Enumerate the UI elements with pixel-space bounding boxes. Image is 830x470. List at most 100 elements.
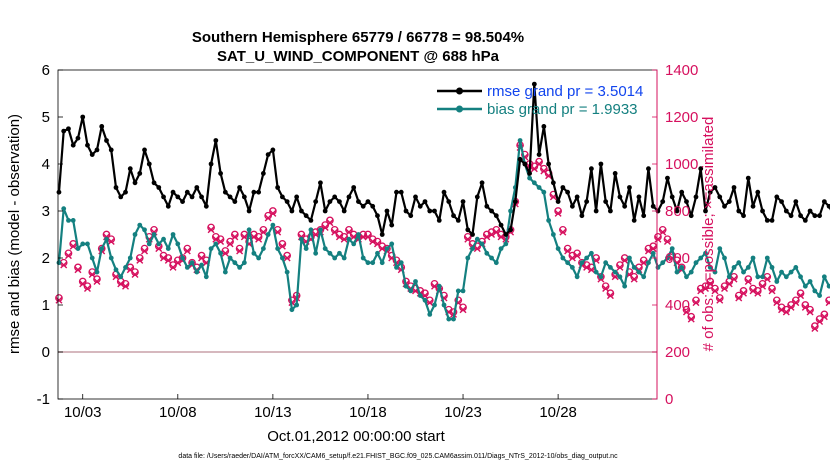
bias-point [66, 218, 71, 223]
obs-assimilated-point [240, 233, 248, 241]
rmse-point [398, 189, 404, 195]
obs-assimilated-point [488, 231, 496, 238]
bias-point [717, 246, 723, 252]
obs-assimilated-point [69, 242, 77, 250]
bias-point [251, 250, 257, 256]
bias-point [451, 316, 456, 322]
rmse-point [517, 156, 523, 162]
rmse-point [527, 171, 532, 176]
rmse-point [788, 213, 794, 219]
bias-point [284, 269, 290, 275]
rmse-point [351, 185, 357, 190]
rmse-point [341, 208, 347, 214]
bias-point [337, 250, 342, 256]
bias-point [812, 288, 818, 294]
obs-assimilated-point [283, 254, 291, 262]
bias-point [213, 241, 219, 247]
rmse-point [684, 199, 689, 205]
rmse-point [75, 135, 81, 141]
rmse-point [213, 138, 219, 143]
x-tick-label: 10/03 [64, 404, 102, 421]
y-right-tick-label: 600 [665, 250, 690, 267]
bias-point [108, 255, 114, 261]
obs-assimilated-point [459, 306, 467, 314]
rmse-point [541, 124, 547, 129]
bias-point [650, 250, 656, 256]
bias-point [603, 260, 609, 266]
bias-point [222, 269, 228, 275]
bias-point [688, 269, 694, 275]
rmse-point [512, 199, 518, 205]
obs-assimilated-point [55, 296, 63, 304]
rmse-point [707, 189, 713, 195]
rmse-point [246, 208, 252, 214]
rmse-point [550, 180, 556, 186]
rmse-point [536, 152, 542, 158]
rmse-point [479, 180, 485, 186]
rmse-point [137, 171, 143, 176]
rmse-point [646, 166, 651, 172]
rmse-point [432, 208, 437, 214]
bias-point [764, 255, 770, 261]
bias-point [817, 293, 822, 298]
obs-assimilated-point [497, 233, 505, 241]
y-left-tick-label: 6 [42, 62, 50, 79]
obs-assimilated-point [649, 245, 657, 253]
rmse-point [712, 185, 718, 190]
bias-point [712, 269, 718, 275]
rmse-point [451, 213, 456, 219]
y-left-tick-label: -1 [37, 391, 50, 408]
y-left-tick-label: 4 [42, 156, 50, 173]
rmse-point [745, 175, 751, 181]
obs-assimilated-point [797, 292, 805, 300]
rmse-point [703, 208, 708, 214]
rmse-point [674, 208, 680, 214]
bias-point [546, 218, 552, 223]
rmse-point [299, 208, 304, 214]
bias-point [89, 255, 95, 261]
obs-assimilated-point [706, 280, 714, 288]
rmse-point [123, 189, 128, 195]
bias-point [703, 250, 708, 256]
bias-point [798, 274, 803, 280]
bias-point [455, 288, 461, 294]
bias-point [203, 274, 209, 280]
bias-point [379, 260, 385, 266]
rmse-point [222, 189, 228, 195]
rmse-point [275, 185, 281, 190]
bias-point [608, 265, 613, 270]
rmse-point [256, 189, 262, 195]
obs-assimilated-point [93, 278, 101, 285]
bias-point [389, 241, 395, 247]
rmse-point [327, 199, 333, 205]
rmse-point [465, 227, 471, 233]
bias-point [408, 288, 414, 294]
bias-point [474, 236, 480, 242]
obs-assimilated-point [559, 228, 567, 236]
bias-point [465, 255, 471, 261]
rmse-point [303, 213, 309, 219]
rmse-point [755, 189, 761, 195]
rmse-point [688, 213, 694, 219]
bias-point [598, 274, 604, 280]
rmse-point [812, 213, 818, 219]
bias-point [783, 274, 789, 280]
rmse-point [417, 203, 423, 209]
obs-assimilated-point [136, 256, 144, 264]
rmse-point [484, 203, 490, 209]
rmse-point [698, 166, 704, 172]
obs-assimilated-point [644, 247, 652, 255]
obs-assimilated-point [820, 313, 828, 321]
rmse-point [70, 142, 76, 148]
rmse-point [817, 213, 822, 219]
bias-point [127, 255, 133, 261]
rmse-point [384, 208, 390, 214]
obs-assimilated-point [340, 235, 348, 243]
rmse-point [555, 199, 561, 205]
legend-rmse-label: rmse grand pr = 3.5014 [487, 83, 643, 100]
y-left-tick-label: 1 [42, 297, 50, 314]
bias-point [655, 265, 661, 270]
bias-point [184, 265, 190, 270]
bias-point [161, 236, 166, 242]
bias-point [256, 255, 262, 261]
